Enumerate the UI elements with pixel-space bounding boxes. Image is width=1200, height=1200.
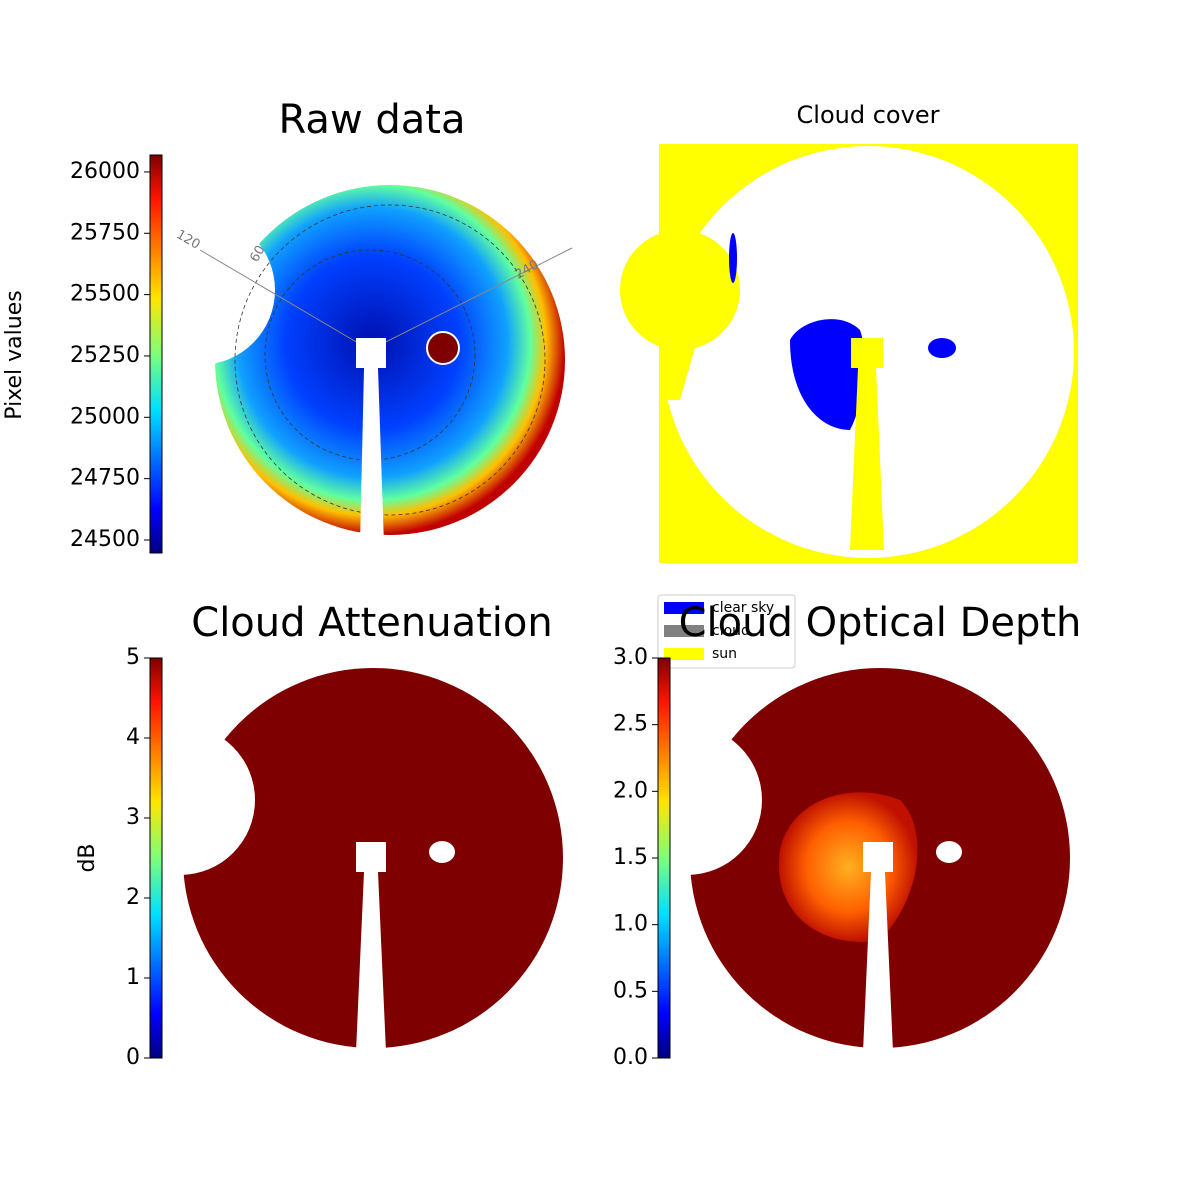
colorbar-tick-label: 24750	[70, 466, 140, 491]
colorbar-tick-label: 3.0	[613, 645, 648, 670]
colorbar-tick-label: 0.0	[613, 1045, 648, 1070]
legend-label: clear sky	[712, 600, 774, 616]
colorbar-tick-label: 1	[126, 965, 140, 990]
panel-title: Raw data	[279, 97, 466, 143]
panel-title: Cloud Optical Depth	[679, 600, 1082, 646]
colorbar-tick-label: 1.0	[613, 912, 648, 937]
colorbar-tick-label: 5	[126, 645, 140, 670]
colorbar-tick-label: 25500	[70, 282, 140, 307]
colorbar-tick-label: 2.5	[613, 712, 648, 737]
colorbar-tick-label: 2	[126, 885, 140, 910]
panel-title: Cloud Attenuation	[191, 600, 552, 646]
colorbar-tick-label: 1.5	[613, 845, 648, 870]
colorbar	[149, 154, 163, 554]
colorbar	[657, 657, 671, 1059]
legend-swatch	[664, 648, 704, 660]
optical-depth-image	[612, 668, 1070, 1052]
attenuation-image	[105, 668, 563, 1052]
colorbar-tick-label: 2.0	[613, 778, 648, 803]
colorbar-tick-label: 26000	[70, 159, 140, 184]
legend-label: cloud	[712, 623, 750, 639]
colorbar	[149, 657, 163, 1059]
panel-title: Cloud cover	[797, 101, 940, 129]
cloud-cover-image	[620, 144, 1078, 563]
legend-swatch	[664, 625, 704, 637]
legend-swatch	[664, 602, 704, 614]
colorbar-tick-label: 25250	[70, 343, 140, 368]
polar-label: 60	[247, 243, 268, 265]
colorbar-tick-label: 4	[126, 725, 140, 750]
colorbar-tick-label: 25000	[70, 404, 140, 429]
colorbar-tick-label: 3	[126, 805, 140, 830]
colorbar-label: Pixel values	[2, 290, 27, 419]
colorbar-label: dB	[75, 843, 100, 872]
colorbar-tick-label: 24500	[70, 527, 140, 552]
colorbar-tick-label: 0.5	[613, 978, 648, 1003]
legend-label: sun	[712, 646, 737, 662]
colorbar-tick-label: 0	[126, 1045, 140, 1070]
colorbar-tick-label: 25750	[70, 220, 140, 245]
